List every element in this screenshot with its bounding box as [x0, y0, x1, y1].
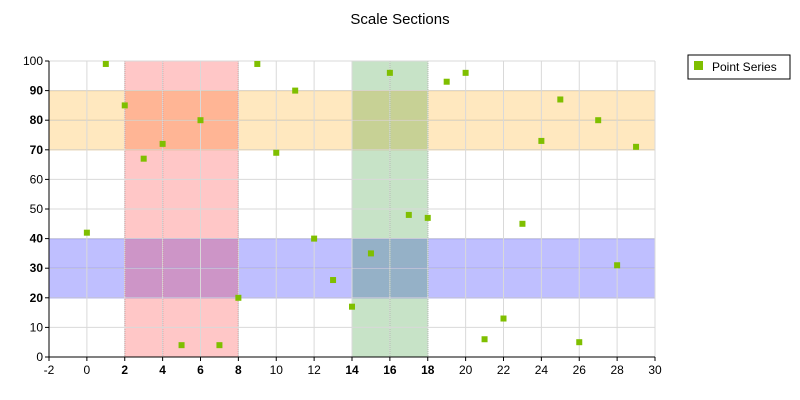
legend-label: Point Series: [712, 60, 777, 74]
chart-title: Scale Sections: [350, 11, 449, 28]
x-tick-label: 26: [573, 363, 587, 377]
y-tick-label: 100: [23, 54, 43, 68]
y-tick-label: 40: [30, 232, 44, 246]
data-point: [159, 140, 166, 147]
x-tick-label: 30: [648, 363, 662, 377]
data-point: [197, 117, 204, 124]
data-point: [330, 277, 337, 284]
x-tick-label: 12: [307, 363, 321, 377]
data-point: [424, 214, 431, 221]
data-point: [102, 60, 109, 67]
data-point: [83, 229, 90, 236]
x-tick-label: 6: [197, 363, 204, 377]
grid-lines: [48, 60, 656, 358]
legend-swatch: [694, 61, 703, 70]
legend: Point Series: [687, 54, 791, 80]
y-tick-label: 20: [30, 291, 44, 305]
data-point: [386, 69, 393, 76]
x-tick-labels: -2 0 2 4 6 8 10 12 14 16 18 20 22 24 26 28 30: [44, 363, 662, 377]
x-tick-label: -2: [44, 363, 55, 377]
data-point: [292, 87, 299, 94]
y-tick-label: 70: [30, 143, 44, 157]
y-tick-label: 60: [30, 172, 44, 186]
data-point: [178, 342, 185, 349]
data-point: [500, 315, 507, 322]
x-tick-label: 24: [535, 363, 549, 377]
x-tick-label: 8: [235, 363, 242, 377]
x-tick-label: 14: [345, 363, 359, 377]
y-tick-label: 30: [30, 261, 44, 275]
data-point: [595, 117, 602, 124]
x-tick-label: 2: [121, 363, 128, 377]
axes: [45, 60, 656, 361]
data-point: [121, 102, 128, 109]
data-point: [443, 78, 450, 85]
data-point: [633, 143, 640, 150]
x-tick-label: 22: [497, 363, 511, 377]
data-point: [349, 303, 355, 310]
data-point: [576, 339, 583, 346]
data-point: [614, 262, 621, 269]
legend-box: [687, 54, 791, 80]
data-point: [311, 235, 318, 242]
x-tick-label: 18: [421, 363, 435, 377]
data-point: [367, 250, 374, 257]
data-point: [254, 60, 261, 67]
y-tick-label: 50: [30, 202, 44, 216]
y-tick-label: 10: [30, 320, 44, 334]
x-tick-label: 4: [159, 363, 166, 377]
data-point: [140, 155, 147, 162]
data-point: [462, 69, 469, 76]
x-tick-label: 16: [383, 363, 397, 377]
data-point: [405, 211, 412, 218]
data-point: [273, 149, 280, 156]
y-tick-label: 0: [36, 350, 43, 364]
data-point: [557, 96, 564, 103]
y-tick-label: 90: [30, 84, 44, 98]
x-tick-label: 0: [84, 363, 91, 377]
x-tick-label: 10: [270, 363, 284, 377]
data-point: [481, 336, 488, 343]
data-point: [235, 294, 242, 301]
data-point: [519, 220, 526, 227]
x-tick-label: 28: [610, 363, 624, 377]
point-series: [83, 60, 640, 349]
data-point: [216, 342, 223, 349]
data-point: [538, 137, 545, 144]
x-tick-label: 20: [459, 363, 473, 377]
y-tick-labels: 0 10 20 30 40 50 60 70 80 90 100: [23, 54, 43, 364]
y-tick-label: 80: [30, 113, 44, 127]
